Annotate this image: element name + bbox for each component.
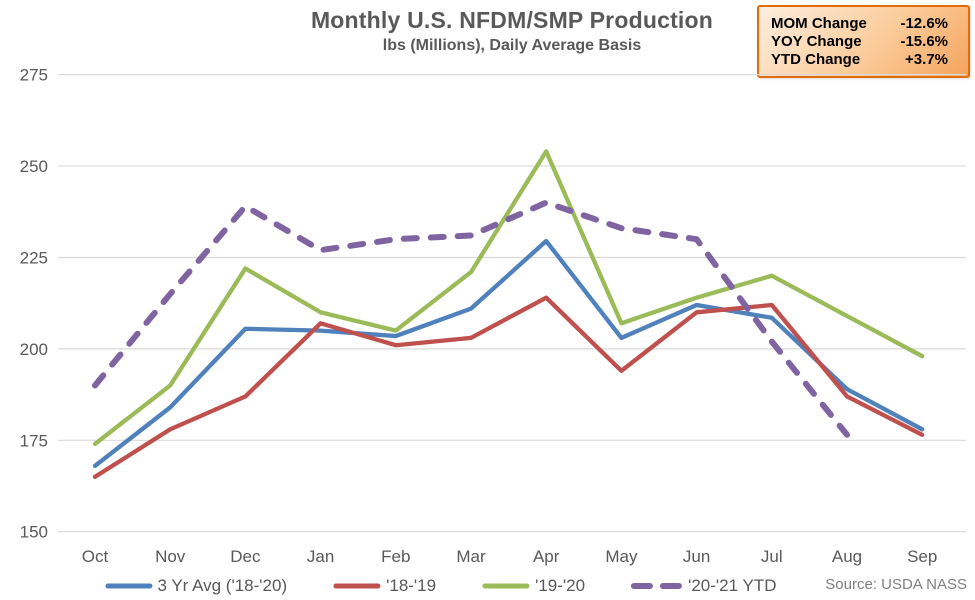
legend-swatch-line-icon xyxy=(104,583,152,589)
x-axis-tick-label: Jan xyxy=(307,547,334,566)
x-axis-tick-label: Apr xyxy=(533,547,560,566)
legend-item-20-21-ytd: '20-'21 YTD xyxy=(631,576,776,596)
stats-row-ytd: YTD Change +3.7% xyxy=(771,51,948,69)
legend-item-19-20: '19-'20 xyxy=(482,576,585,596)
stats-box: MOM Change -12.6% YOY Change -15.6% YTD … xyxy=(757,5,970,78)
y-axis-tick-label: 175 xyxy=(20,431,48,450)
y-axis-tick-label: 275 xyxy=(20,66,48,85)
legend-label-3yr-avg: 3 Yr Avg ('18-'20) xyxy=(157,576,288,595)
x-axis-tick-label: Aug xyxy=(832,547,862,566)
stats-row-mom: MOM Change -12.6% xyxy=(771,15,948,33)
x-axis-tick-label: Nov xyxy=(155,547,186,566)
legend-label-19-20: '19-'20 xyxy=(535,576,586,595)
x-axis-tick-label: Mar xyxy=(456,547,486,566)
x-axis-tick-label: Dec xyxy=(230,547,261,566)
legend-label-20-21-ytd: '20-'21 YTD xyxy=(688,576,777,595)
source-note: Source: USDA NASS xyxy=(825,576,967,593)
stats-label-yoy: YOY Change xyxy=(771,33,862,50)
x-axis-tick-label: Jun xyxy=(683,547,710,566)
y-axis-tick-label: 250 xyxy=(20,157,48,176)
stats-label-mom: MOM Change xyxy=(771,15,867,32)
x-axis-tick-label: Feb xyxy=(381,547,410,566)
x-axis-tick-label: Oct xyxy=(82,547,109,566)
x-axis-tick-label: Sep xyxy=(907,547,937,566)
series-line-19-20 xyxy=(92,149,925,447)
y-axis-tick-label: 225 xyxy=(20,248,48,267)
legend-item-18-19: '18-'19 xyxy=(333,576,436,596)
legend-item-3yr-avg: 3 Yr Avg ('18-'20) xyxy=(104,576,287,596)
x-axis-tick-label: May xyxy=(605,547,638,566)
y-axis-tick-label: 150 xyxy=(20,523,48,542)
stats-value-yoy: -15.6% xyxy=(900,33,948,50)
stats-label-ytd: YTD Change xyxy=(771,51,861,68)
series-line-3yr-avg xyxy=(92,238,925,469)
series-line-20-21-ytd xyxy=(92,199,850,438)
legend-label-18-19: '18-'19 xyxy=(386,576,437,595)
y-axis-tick-label: 200 xyxy=(20,340,48,359)
stats-value-ytd: +3.7% xyxy=(905,51,948,68)
chart-legend: 3 Yr Avg ('18-'20) '18-'19 '19-'20 '20-'… xyxy=(104,576,776,596)
legend-swatch-line-icon xyxy=(333,583,381,589)
stats-value-mom: -12.6% xyxy=(900,15,948,32)
legend-swatch-line-icon xyxy=(482,583,530,589)
legend-swatch-dashed-line-icon xyxy=(631,583,684,589)
x-axis-tick-label: Jul xyxy=(761,547,783,566)
stats-row-yoy: YOY Change -15.6% xyxy=(771,33,948,51)
series-line-18-19 xyxy=(92,295,925,480)
